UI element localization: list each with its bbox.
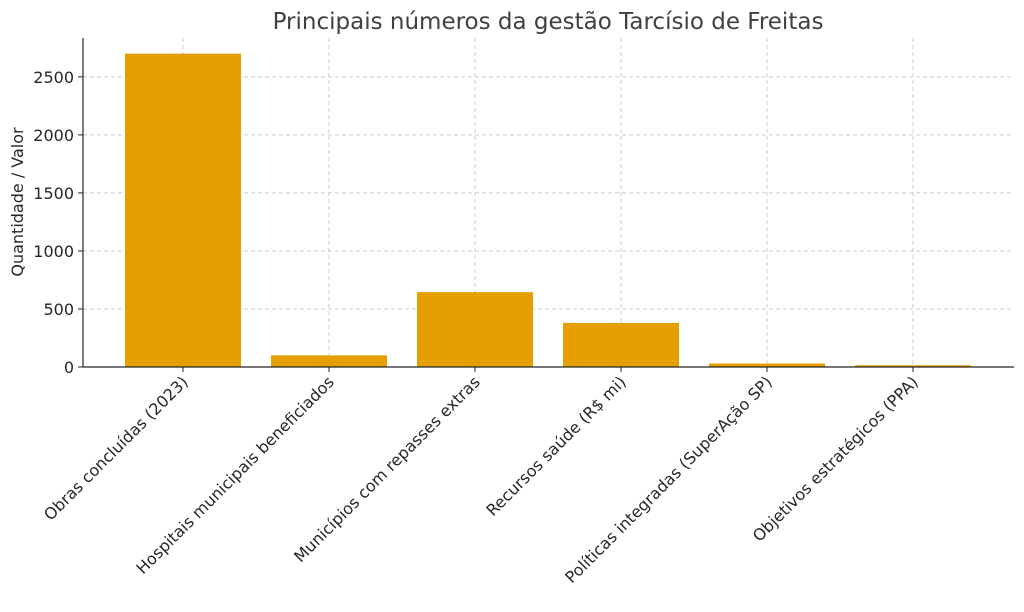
y-tick-label: 500 bbox=[43, 300, 74, 319]
y-tick-label: 1500 bbox=[33, 184, 74, 203]
y-ticks: 0 500 1000 1500 2000 2500 bbox=[33, 68, 83, 377]
y-tick-label: 1000 bbox=[33, 242, 74, 261]
x-ticks: Obras concluídas (2023)Hospitais municip… bbox=[40, 367, 922, 587]
axes-layer bbox=[82, 38, 1014, 368]
chart-title: Principais números da gestão Tarcísio de… bbox=[273, 9, 824, 35]
x-tick-label: Obras concluídas (2023) bbox=[40, 372, 192, 524]
x-tick-label: Recursos saúde (R$ mi) bbox=[482, 372, 629, 519]
y-tick-label: 0 bbox=[64, 358, 74, 377]
bar bbox=[855, 365, 971, 367]
bar bbox=[125, 53, 241, 368]
x-tick-label: Objetivos estratégicos (PPA) bbox=[749, 372, 922, 545]
bar bbox=[709, 363, 825, 367]
y-tick-label: 2000 bbox=[33, 126, 74, 145]
bar bbox=[563, 322, 679, 367]
bars-layer bbox=[125, 53, 971, 368]
bar bbox=[271, 355, 387, 367]
y-axis-title: Quantidade / Valor bbox=[8, 127, 27, 277]
y-tick-label: 2500 bbox=[33, 68, 74, 87]
bar bbox=[417, 292, 533, 367]
